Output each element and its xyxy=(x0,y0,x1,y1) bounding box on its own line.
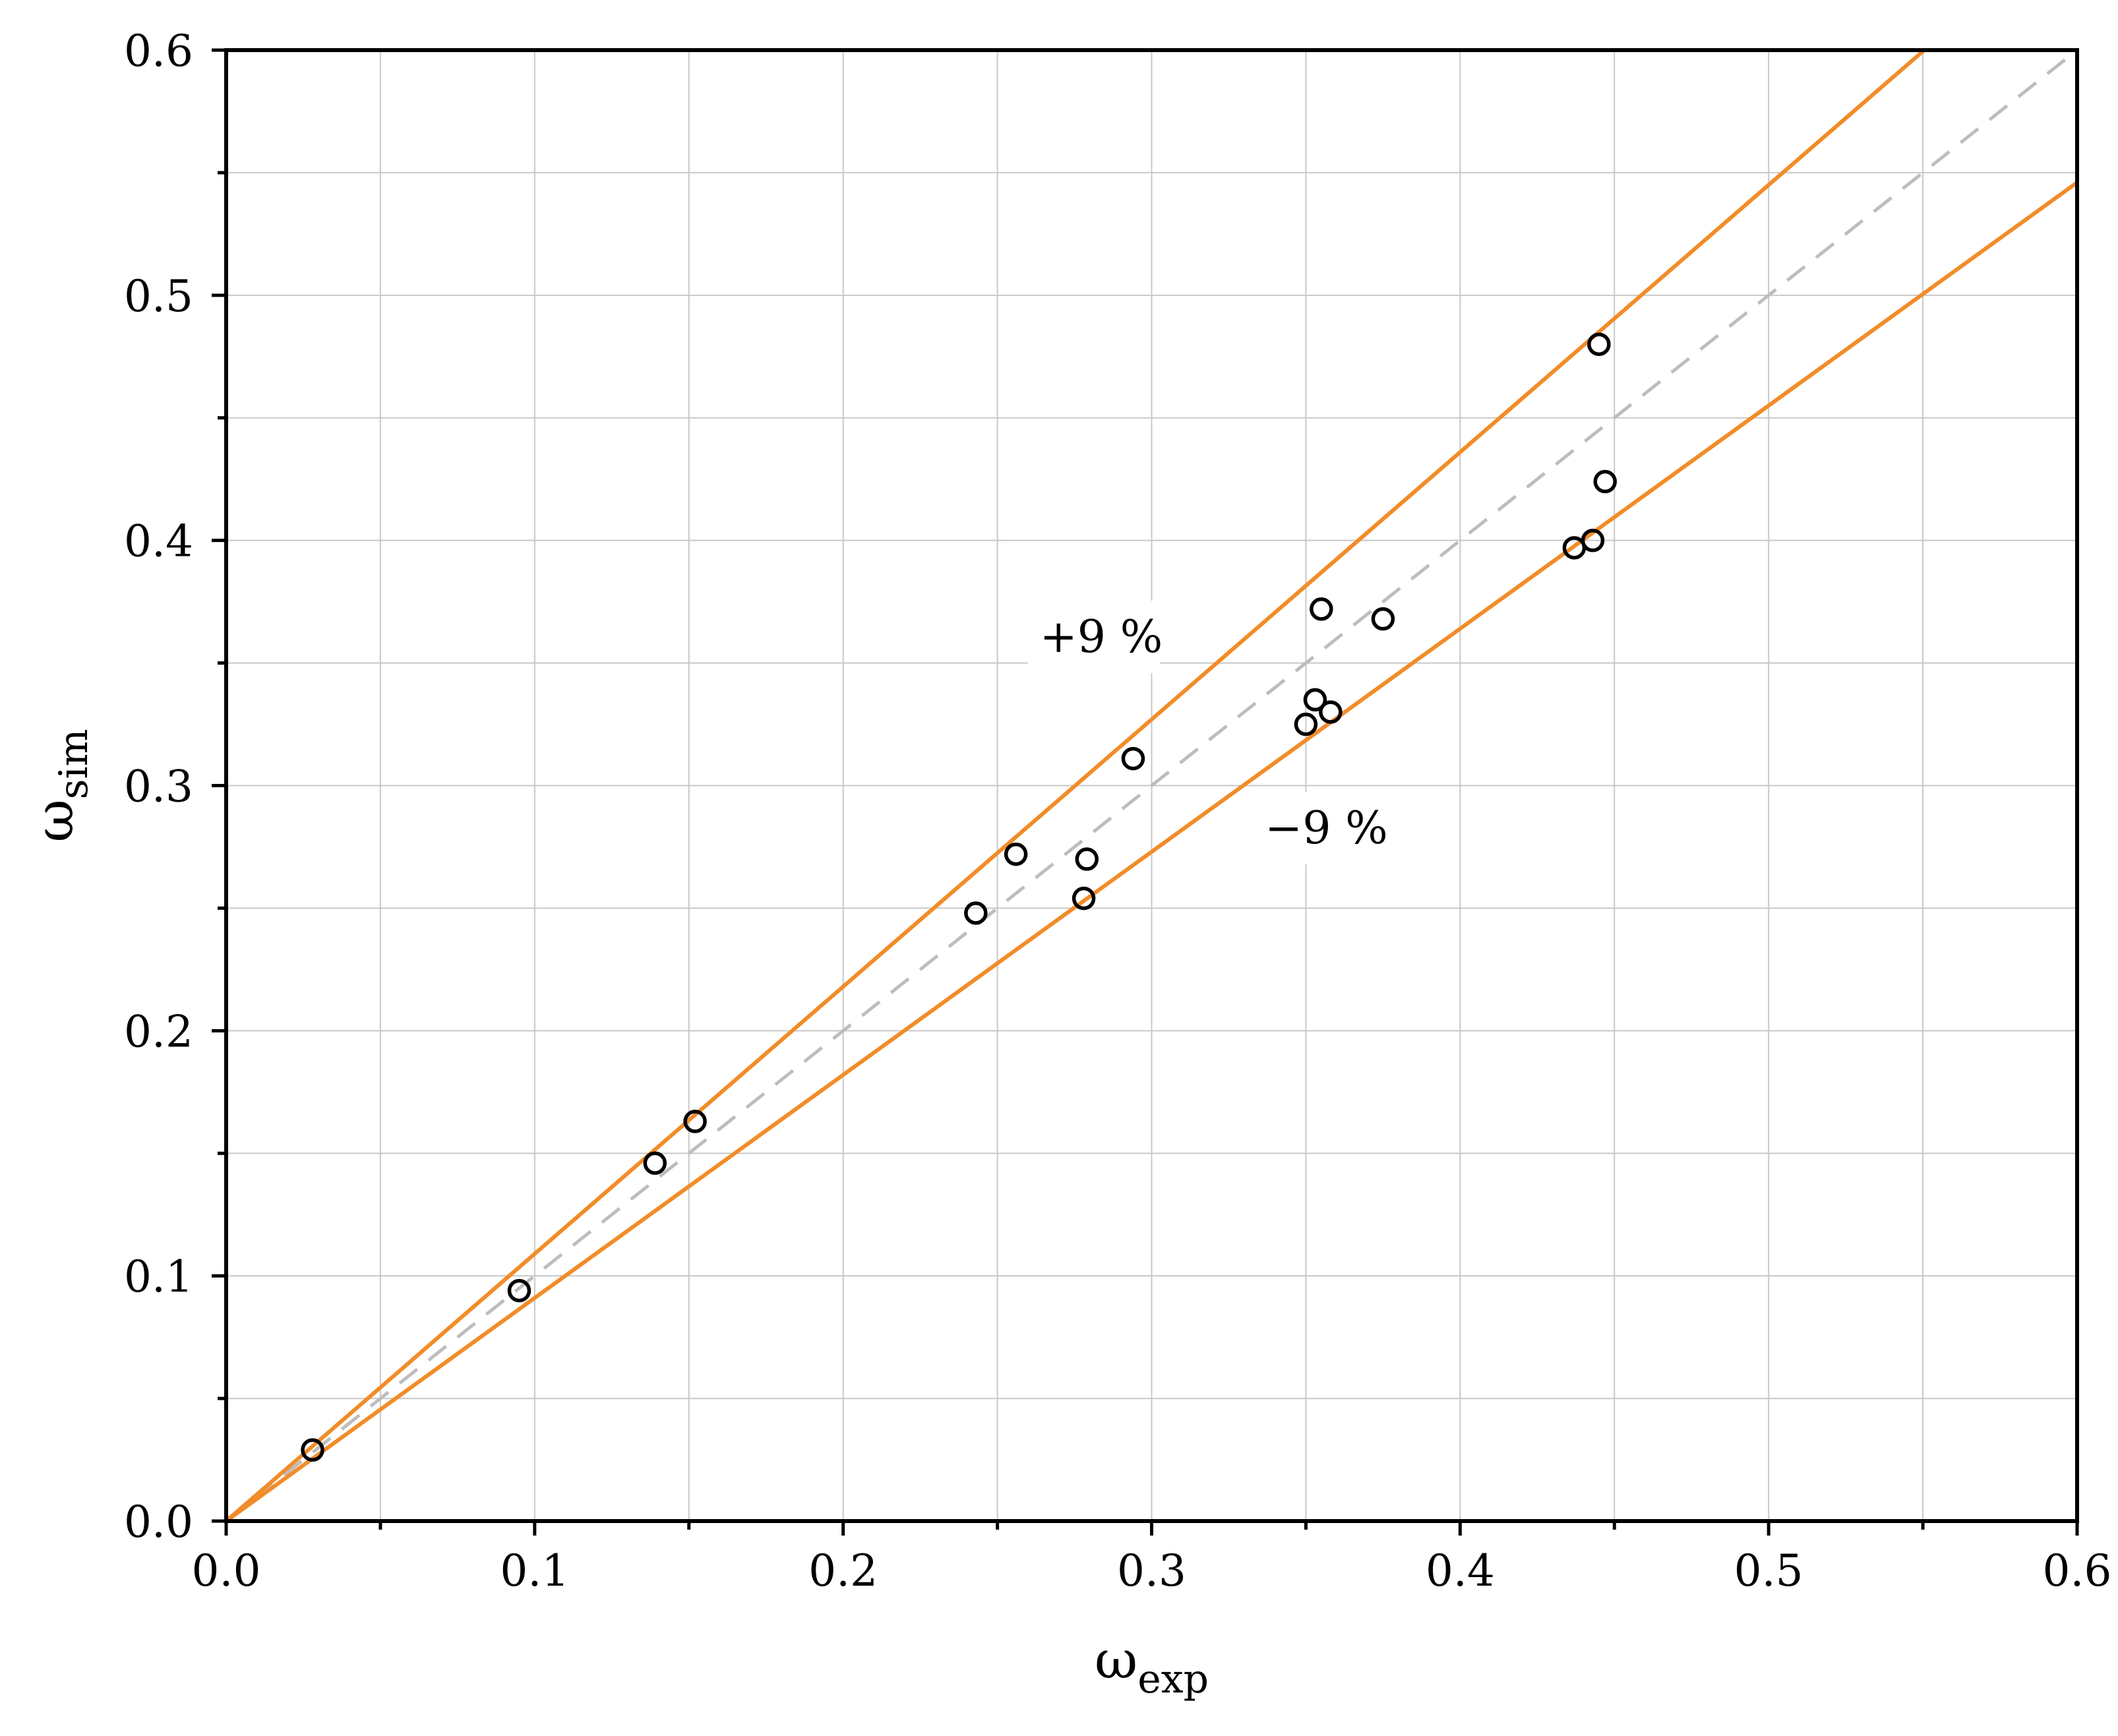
data-point xyxy=(1121,746,1145,771)
reference-lines xyxy=(225,48,2078,1523)
data-point xyxy=(1310,597,1333,621)
data-point xyxy=(1075,847,1099,871)
axis-ticks xyxy=(212,48,2079,1536)
line-annotations: +9 % −9 % xyxy=(1027,600,1388,865)
reference-line-lower xyxy=(225,181,2078,1523)
data-point xyxy=(1004,842,1028,866)
data-point xyxy=(964,901,988,925)
data-points xyxy=(301,332,1617,1462)
annotation-background xyxy=(1027,600,1160,673)
data-point xyxy=(1303,688,1327,712)
y-tick-label: 0.4 xyxy=(124,516,193,567)
y-tick-label: 0.0 xyxy=(124,1497,193,1547)
y-tick-labels: 0.0 0.1 0.2 0.3 0.4 0.5 0.6 xyxy=(124,26,193,1547)
annotation-background xyxy=(1253,792,1385,865)
x-tick-label: 0.0 xyxy=(192,1545,261,1596)
annotation-lower: −9 % xyxy=(1253,792,1388,865)
x-axis-subscript: exp xyxy=(1137,1656,1209,1702)
annotation-upper: +9 % xyxy=(1027,600,1163,673)
x-axis-title: ωexp xyxy=(1095,1629,1209,1702)
x-tick-label: 0.2 xyxy=(808,1545,878,1596)
data-point xyxy=(1593,469,1617,494)
annotation-label-lower: −9 % xyxy=(1265,802,1387,854)
y-tick-label: 0.5 xyxy=(124,271,193,322)
data-point xyxy=(1072,886,1096,911)
y-axis-subscript: sim xyxy=(51,729,97,799)
y-tick-label: 0.1 xyxy=(124,1251,193,1302)
y-tick-label: 0.6 xyxy=(124,26,193,76)
data-point xyxy=(507,1278,531,1303)
data-point xyxy=(1371,607,1395,631)
x-axis-symbol: ω xyxy=(1095,1629,1137,1691)
x-tick-label: 0.1 xyxy=(500,1545,569,1596)
y-axis-title: ωsim xyxy=(24,729,97,842)
y-tick-label: 0.2 xyxy=(124,1006,193,1057)
y-tick-label: 0.3 xyxy=(124,762,193,812)
x-tick-label: 0.4 xyxy=(1426,1545,1495,1596)
x-tick-label: 0.5 xyxy=(1734,1545,1803,1596)
x-tick-label: 0.3 xyxy=(1117,1545,1186,1596)
y-axis-symbol: ω xyxy=(24,799,85,842)
data-point xyxy=(683,1110,707,1133)
x-tick-labels: 0.0 0.1 0.2 0.3 0.4 0.5 0.6 xyxy=(192,1545,2112,1596)
data-point xyxy=(1587,332,1611,356)
data-point xyxy=(1581,528,1605,553)
x-tick-label: 0.6 xyxy=(2043,1545,2112,1596)
data-point xyxy=(301,1438,324,1462)
annotation-label-upper: +9 % xyxy=(1040,611,1163,663)
data-point xyxy=(1294,712,1318,736)
reference-line-identity xyxy=(225,49,2078,1522)
data-point xyxy=(1319,700,1343,724)
data-point xyxy=(643,1151,667,1175)
reference-line-upper xyxy=(225,48,1926,1523)
